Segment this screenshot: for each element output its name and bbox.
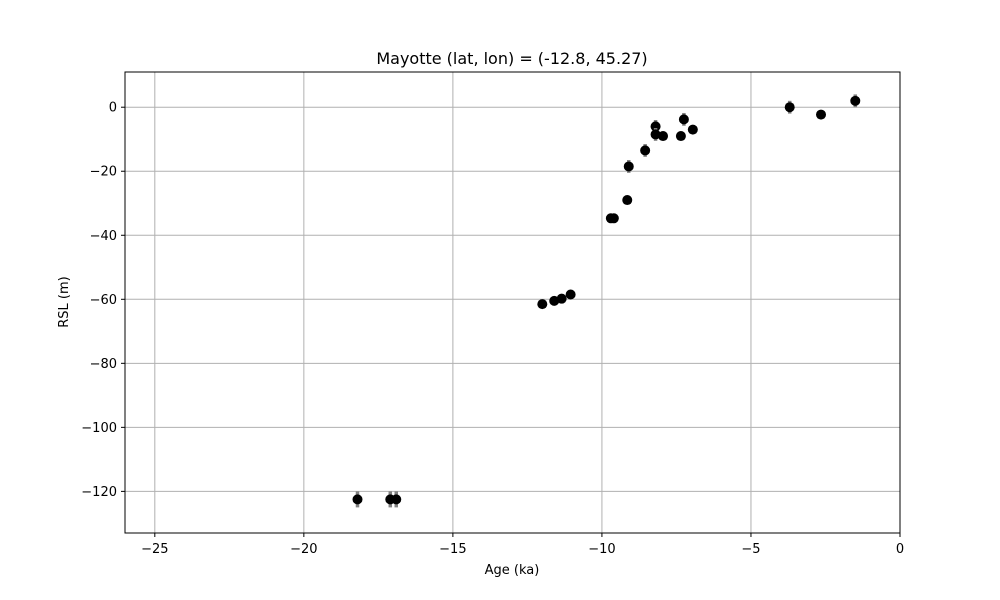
tick-group: −25 −20 −15 −10 −5 0 −120 −100 −80 −60 −40 −20 0 <box>81 101 904 557</box>
data-point <box>784 102 795 113</box>
y-axis-label: RSL (m) <box>57 276 72 327</box>
data-point <box>650 121 661 132</box>
y-tick-label: −120 <box>81 485 117 500</box>
data-point <box>658 131 669 142</box>
data-point <box>687 124 698 135</box>
data-point <box>650 129 661 140</box>
data-point <box>816 109 827 120</box>
x-tick-label: −15 <box>439 542 466 557</box>
y-tick-label: −100 <box>81 421 117 436</box>
data-point <box>678 114 689 125</box>
data-point <box>565 289 576 300</box>
y-tick-label: −20 <box>90 165 117 180</box>
x-axis-label: Age (ka) <box>485 563 540 578</box>
y-tick-label: −40 <box>90 229 117 244</box>
data-point <box>556 293 567 304</box>
data-points <box>352 94 861 508</box>
x-tick-label: −10 <box>588 542 615 557</box>
chart-title: Mayotte (lat, lon) = (-12.8, 45.27) <box>376 49 647 68</box>
data-point <box>850 95 861 106</box>
data-point <box>391 494 402 505</box>
data-point <box>352 494 363 505</box>
y-tick-label: 0 <box>109 101 117 116</box>
data-point <box>537 299 548 310</box>
data-point <box>640 145 651 156</box>
plot-frame <box>124 71 901 534</box>
data-point <box>675 131 686 142</box>
x-tick-label: 0 <box>896 542 904 557</box>
y-tick-label: −60 <box>90 293 117 308</box>
data-point <box>623 161 634 172</box>
x-tick-label: −25 <box>141 542 168 557</box>
y-tick-label: −80 <box>90 357 117 372</box>
x-tick-label: −20 <box>290 542 317 557</box>
data-point <box>608 213 619 224</box>
grid <box>125 72 901 533</box>
data-point <box>622 195 633 206</box>
x-tick-label: −5 <box>741 542 760 557</box>
